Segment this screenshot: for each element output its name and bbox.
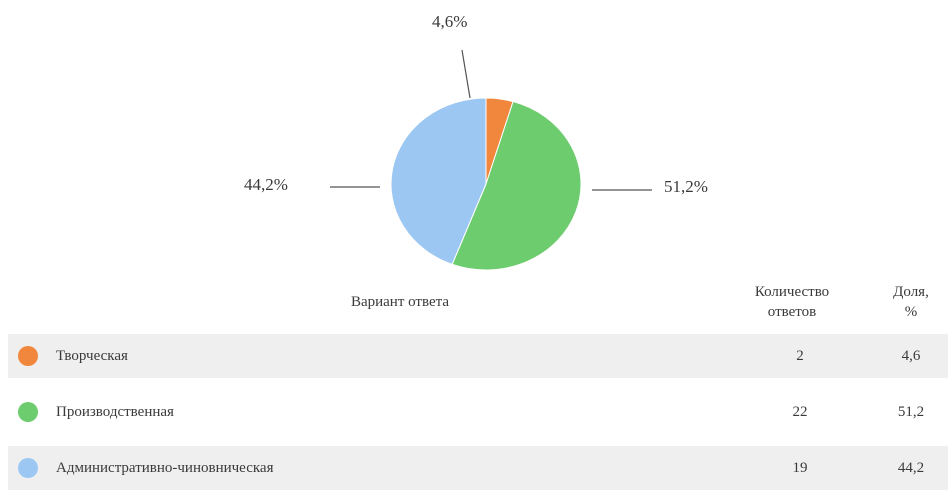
row-count: 19	[792, 459, 808, 476]
legend-dot-creative	[18, 346, 38, 366]
column-header-share-line2: %	[904, 304, 918, 320]
slice-label-production: 51,2%	[664, 177, 708, 196]
row-share: 4,6	[901, 347, 921, 364]
row-label: Производственная	[56, 403, 174, 420]
row-label: Творческая	[56, 347, 128, 364]
column-header-count-line2: ответов	[767, 304, 817, 320]
table-row: Производственная 22 51,2	[8, 390, 948, 434]
table-row: Административно-чиновническая 19 44,2	[8, 446, 948, 490]
legend-dot-production	[18, 402, 38, 422]
column-header-count-line1: Количество	[754, 284, 830, 300]
pie-slice-production	[451, 100, 582, 271]
column-header-count: Количество ответов	[722, 282, 862, 322]
leader-line-creative	[461, 49, 471, 99]
pie-slice-administrative	[390, 97, 487, 265]
pie-chart: 4,6% 51,2% 44,2%	[244, 12, 708, 271]
slice-label-creative: 4,6%	[432, 12, 468, 31]
row-share: 44,2	[897, 459, 925, 476]
column-header-variant: Вариант ответа	[350, 294, 450, 310]
row-count: 22	[792, 403, 808, 420]
column-header-share: Доля, %	[872, 282, 950, 322]
row-count: 2	[796, 347, 804, 364]
legend-dot-administrative	[18, 458, 38, 478]
row-label: Административно-чиновническая	[56, 459, 274, 476]
row-share: 51,2	[897, 403, 925, 420]
slice-label-administrative: 44,2%	[244, 175, 288, 194]
pie-chart-svg	[330, 49, 652, 271]
column-header-share-line1: Доля,	[893, 284, 929, 300]
table-row: Творческая 2 4,6	[8, 334, 948, 378]
